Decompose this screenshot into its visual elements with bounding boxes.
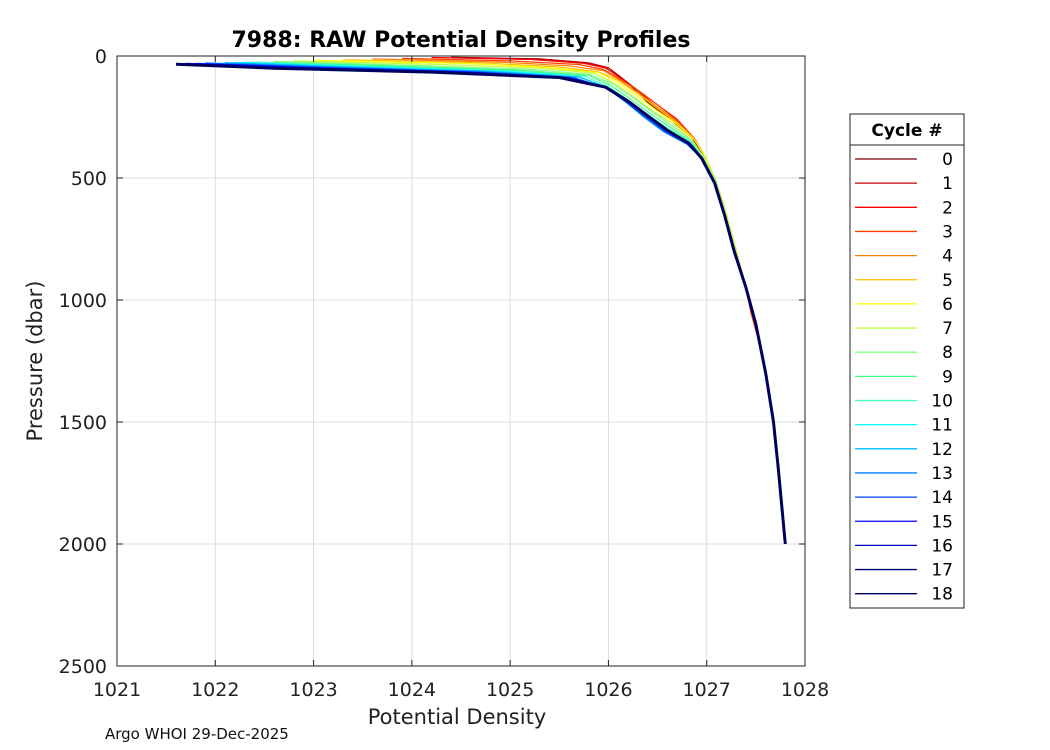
x-tick-label: 1025 (486, 679, 534, 701)
x-tick-label: 1021 (93, 679, 141, 701)
legend-label: 16 (931, 536, 953, 556)
legend-item-cycle-9: 9 (855, 367, 953, 387)
legend-item-cycle-13: 13 (855, 464, 953, 484)
x-tick-label: 1028 (781, 679, 829, 701)
y-tick-label: 1500 (59, 412, 107, 434)
x-tick-label: 1023 (289, 679, 337, 701)
y-tick-label: 1000 (59, 290, 107, 312)
x-ticks: 1021 1022 1023 1024 1025 1026 1027 1028 (93, 56, 829, 701)
legend-item-cycle-18: 18 (855, 585, 953, 605)
legend-item-cycle-17: 17 (855, 561, 953, 581)
legend-label: 7 (942, 319, 953, 339)
legend-item-cycle-2: 2 (855, 198, 953, 218)
x-tick-label: 1026 (584, 679, 632, 701)
legend-item-cycle-4: 4 (855, 247, 953, 267)
plot-frame (116, 55, 806, 667)
legend-label: 14 (931, 488, 953, 508)
legend-item-cycle-8: 8 (855, 343, 953, 363)
legend-item-cycle-15: 15 (855, 512, 953, 532)
legend-label: 2 (942, 198, 953, 218)
y-tick-label: 500 (71, 168, 107, 190)
legend-item-cycle-11: 11 (855, 416, 953, 436)
legend-item-cycle-5: 5 (855, 271, 953, 291)
legend-label: 9 (942, 367, 953, 387)
legend-title: Cycle # (871, 121, 942, 141)
plot-area (117, 56, 805, 666)
legend-label: 15 (931, 512, 953, 532)
legend-label: 10 (931, 392, 953, 412)
legend-item-cycle-1: 1 (855, 174, 953, 194)
legend-label: 18 (931, 585, 953, 605)
legend-item-cycle-16: 16 (855, 536, 953, 556)
legend-box (849, 113, 965, 609)
y-tick-label: 0 (95, 46, 107, 68)
x-tick-label: 1027 (683, 679, 731, 701)
legend-item-cycle-14: 14 (855, 488, 953, 508)
y-tick-label: 2000 (59, 534, 107, 556)
legend-item-cycle-12: 12 (855, 440, 953, 460)
legend-label: 4 (942, 247, 953, 267)
x-tick-label: 1024 (388, 679, 436, 701)
legend-label: 13 (931, 464, 953, 484)
y-axis-label: Pressure (dbar) (23, 281, 47, 442)
legend-label: 17 (931, 561, 953, 581)
series-line-cycle-18 (175, 62, 787, 545)
legend-item-cycle-10: 10 (855, 392, 953, 412)
legend-label: 12 (931, 440, 953, 460)
legend-label: 0 (942, 150, 953, 170)
legend-label: 5 (942, 271, 953, 291)
y-tick-label: 2500 (59, 656, 107, 678)
legend-item-cycle-0: 0 (855, 150, 953, 170)
legend-label: 11 (931, 416, 953, 436)
x-axis-label: Potential Density (368, 705, 547, 729)
footer-credit: Argo WHOI 29-Dec-2025 (105, 725, 289, 743)
legend-label: 1 (942, 174, 953, 194)
legend-label: 3 (942, 222, 953, 242)
legend-item-cycle-3: 3 (855, 222, 953, 242)
legend-label: 8 (942, 343, 953, 363)
legend-item-cycle-7: 7 (855, 319, 953, 339)
series-lines (175, 56, 787, 545)
legend-label: 6 (942, 295, 953, 315)
chart-title: 7988: RAW Potential Density Profiles (232, 28, 691, 53)
y-ticks: 0 500 1000 1500 2000 2500 (59, 46, 805, 678)
x-tick-label: 1022 (191, 679, 239, 701)
legend-item-cycle-6: 6 (855, 295, 953, 315)
